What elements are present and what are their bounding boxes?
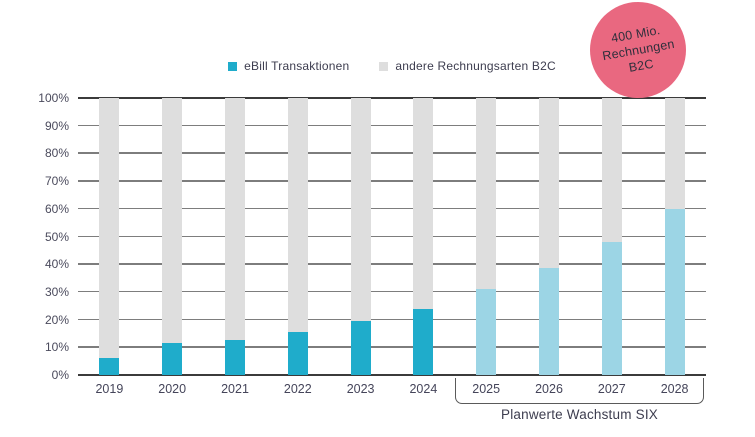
- bar-ebill-2019: [99, 358, 120, 375]
- bar-ebill-2022: [287, 332, 308, 375]
- bar-ebill-2023: [350, 321, 371, 375]
- x-label-2020: 2020: [158, 382, 187, 396]
- bar-ebill-2028: [664, 208, 685, 375]
- y-tick-80pct: 80%: [44, 146, 69, 161]
- plot-area: 100% 90% 80% 70% 60% 50% 40% 30% 20% 10% 0% 2019 202…: [38, 91, 706, 396]
- legend-item-ebill: eBill Transaktionen: [228, 59, 349, 73]
- bar-other-2020: [162, 98, 183, 375]
- gridline-100pct: [78, 97, 706, 99]
- bar-ebill-2025: [476, 289, 497, 375]
- gridline-50pct: [78, 235, 706, 237]
- badge-text: 400 Mio. Rechnungen B2C: [598, 20, 678, 80]
- badge-circle: 400 Mio. Rechnungen B2C: [590, 2, 686, 98]
- legend-swatch-ebill: [228, 61, 238, 71]
- bar-other-2023: [350, 98, 371, 375]
- bar-column-2025: [476, 98, 497, 375]
- bar-column-2028: [664, 98, 685, 375]
- bar-column-2019: [99, 98, 120, 375]
- y-tick-70pct: 70%: [44, 174, 69, 189]
- x-label-2024: 2024: [409, 382, 438, 396]
- gridline-40pct: [78, 263, 706, 265]
- legend-item-other: andere Rechnungsarten B2C: [379, 59, 556, 73]
- y-tick-20pct: 20%: [44, 312, 69, 327]
- y-tick-50pct: 50%: [44, 229, 69, 244]
- x-label-2025: 2025: [472, 382, 501, 396]
- bar-column-2020: [162, 98, 183, 375]
- bar-ebill-2021: [225, 340, 245, 375]
- x-label-2026: 2026: [535, 382, 563, 396]
- x-label-2023: 2023: [346, 382, 375, 396]
- y-tick-90pct: 90%: [44, 118, 69, 133]
- bar-column-2026: [539, 98, 559, 375]
- x-label-2022: 2022: [283, 382, 312, 396]
- bar-other-2024: [413, 98, 434, 375]
- bar-other-2019: [99, 98, 120, 375]
- x-label-2021: 2021: [221, 382, 249, 396]
- bar-column-2024: [413, 98, 434, 375]
- bar-ebill-2024: [413, 308, 434, 375]
- forecast-bracket: [455, 378, 704, 404]
- bar-ebill-2026: [539, 268, 559, 375]
- forecast-bracket-label: Planwerte Wachstum SIX: [501, 407, 658, 422]
- y-tick-40pct: 40%: [44, 257, 69, 272]
- gridline-20pct: [78, 318, 706, 321]
- gridline-30pct: [78, 290, 706, 293]
- legend-swatch-other: [379, 61, 389, 71]
- bar-column-2022: [287, 98, 308, 375]
- bar-other-2022: [287, 98, 308, 375]
- x-label-2019: 2019: [95, 382, 124, 396]
- bar-ebill-2027: [601, 242, 622, 375]
- y-tick-10pct: 10%: [44, 340, 69, 355]
- y-tick-100pct: 100%: [38, 91, 69, 105]
- bar-column-2021: [225, 98, 245, 375]
- gridline-90pct: [78, 124, 706, 127]
- gridline-0pct: [78, 374, 706, 376]
- x-label-2027: 2027: [597, 382, 626, 396]
- gridline-60pct: [78, 207, 706, 210]
- bar-ebill-2020: [162, 342, 183, 375]
- bar-column-2023: [350, 98, 371, 375]
- bar-column-2027: [601, 98, 622, 375]
- x-label-2028: 2028: [660, 382, 689, 396]
- y-tick-0pct: 0%: [51, 368, 69, 382]
- legend-label-other: andere Rechnungsarten B2C: [395, 59, 556, 73]
- chart-legend: eBill Transaktionen andere Rechnungsarte…: [78, 59, 706, 73]
- gridline-70pct: [78, 180, 706, 182]
- bar-other-2021: [225, 98, 245, 375]
- y-tick-60pct: 60%: [44, 201, 69, 216]
- y-tick-30pct: 30%: [44, 284, 69, 299]
- gridline-80pct: [78, 152, 706, 154]
- gridline-10pct: [78, 346, 706, 348]
- legend-label-ebill: eBill Transaktionen: [244, 59, 350, 73]
